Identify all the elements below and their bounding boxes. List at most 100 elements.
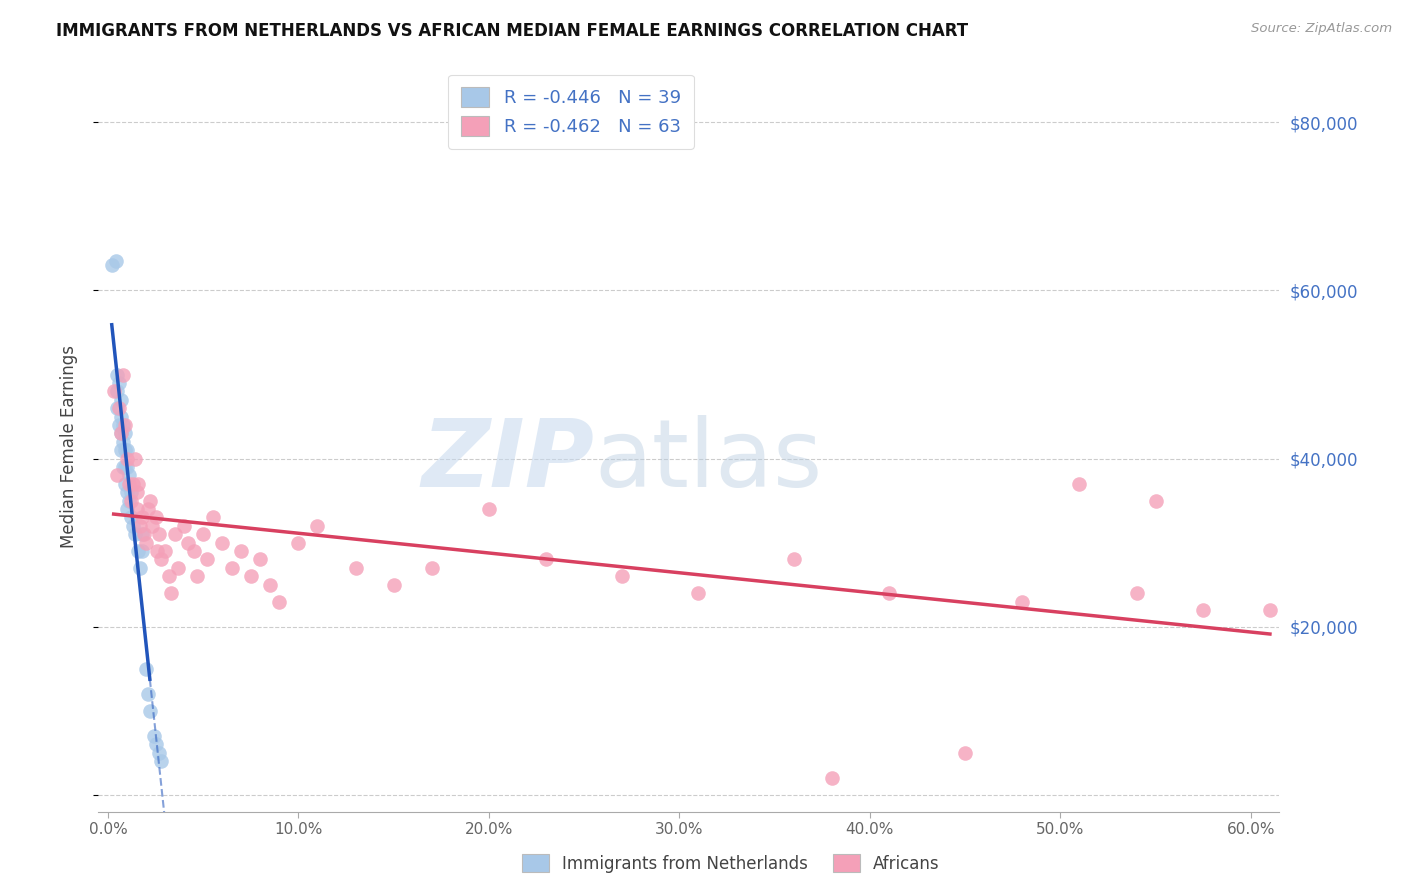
Point — [150, 754, 173, 768]
Point — [107, 368, 129, 382]
Point — [129, 519, 152, 533]
Point — [186, 569, 208, 583]
Point — [146, 544, 169, 558]
Point — [534, 552, 557, 566]
Point — [287, 535, 309, 549]
Point — [107, 468, 129, 483]
Point — [877, 586, 900, 600]
Point — [307, 519, 329, 533]
Point — [157, 569, 180, 583]
Point — [125, 502, 148, 516]
Point — [131, 510, 153, 524]
Point — [120, 510, 142, 524]
Point — [249, 552, 271, 566]
Point — [112, 368, 135, 382]
Point — [139, 493, 162, 508]
Point — [112, 460, 135, 475]
Point — [269, 594, 291, 608]
Point — [142, 729, 165, 743]
Point — [115, 451, 138, 466]
Point — [124, 527, 146, 541]
Text: Source: ZipAtlas.com: Source: ZipAtlas.com — [1251, 22, 1392, 36]
Point — [131, 544, 153, 558]
Point — [177, 535, 200, 549]
Point — [115, 460, 138, 475]
Point — [115, 502, 138, 516]
Text: atlas: atlas — [595, 415, 823, 507]
Point — [259, 578, 281, 592]
Point — [110, 426, 132, 441]
Point — [115, 443, 138, 458]
Point — [1069, 476, 1091, 491]
Point — [821, 771, 844, 785]
Point — [118, 493, 141, 508]
Point — [100, 258, 122, 272]
Point — [139, 704, 162, 718]
Point — [1011, 594, 1033, 608]
Point — [114, 417, 136, 432]
Point — [1258, 603, 1281, 617]
Point — [110, 443, 132, 458]
Point — [420, 561, 443, 575]
Point — [163, 527, 186, 541]
Point — [114, 443, 136, 458]
Point — [211, 535, 233, 549]
Point — [127, 544, 149, 558]
Point — [110, 426, 132, 441]
Point — [688, 586, 710, 600]
Point — [127, 476, 149, 491]
Point — [148, 527, 170, 541]
Point — [118, 468, 141, 483]
Point — [108, 417, 131, 432]
Legend: Immigrants from Netherlands, Africans: Immigrants from Netherlands, Africans — [516, 847, 946, 880]
Point — [125, 485, 148, 500]
Point — [150, 552, 173, 566]
Point — [114, 426, 136, 441]
Point — [107, 384, 129, 399]
Point — [478, 502, 501, 516]
Point — [120, 493, 142, 508]
Point — [173, 519, 195, 533]
Point — [112, 434, 135, 449]
Point — [148, 746, 170, 760]
Point — [114, 460, 136, 475]
Legend: R = -0.446   N = 39, R = -0.462   N = 63: R = -0.446 N = 39, R = -0.462 N = 63 — [449, 75, 693, 149]
Point — [1144, 493, 1167, 508]
Point — [110, 392, 132, 407]
Point — [201, 510, 224, 524]
Point — [129, 561, 152, 575]
Point — [141, 519, 163, 533]
Point — [135, 662, 157, 676]
Text: ZIP: ZIP — [422, 415, 595, 507]
Point — [108, 376, 131, 390]
Point — [145, 738, 167, 752]
Point — [118, 476, 141, 491]
Point — [953, 746, 976, 760]
Text: IMMIGRANTS FROM NETHERLANDS VS AFRICAN MEDIAN FEMALE EARNINGS CORRELATION CHART: IMMIGRANTS FROM NETHERLANDS VS AFRICAN M… — [56, 22, 969, 40]
Point — [1125, 586, 1147, 600]
Point — [193, 527, 215, 541]
Point — [121, 476, 143, 491]
Y-axis label: Median Female Earnings: Median Female Earnings — [59, 344, 77, 548]
Point — [183, 544, 205, 558]
Point — [783, 552, 806, 566]
Point — [221, 561, 243, 575]
Point — [134, 527, 156, 541]
Point — [124, 451, 146, 466]
Point — [107, 401, 129, 416]
Point — [344, 561, 367, 575]
Point — [131, 527, 153, 541]
Point — [136, 502, 159, 516]
Point — [103, 384, 125, 399]
Point — [239, 569, 262, 583]
Point — [120, 485, 142, 500]
Point — [104, 254, 127, 268]
Point — [167, 561, 190, 575]
Point — [114, 476, 136, 491]
Point — [159, 586, 181, 600]
Point — [112, 417, 135, 432]
Point — [231, 544, 253, 558]
Point — [136, 687, 159, 701]
Point — [1192, 603, 1215, 617]
Point — [612, 569, 634, 583]
